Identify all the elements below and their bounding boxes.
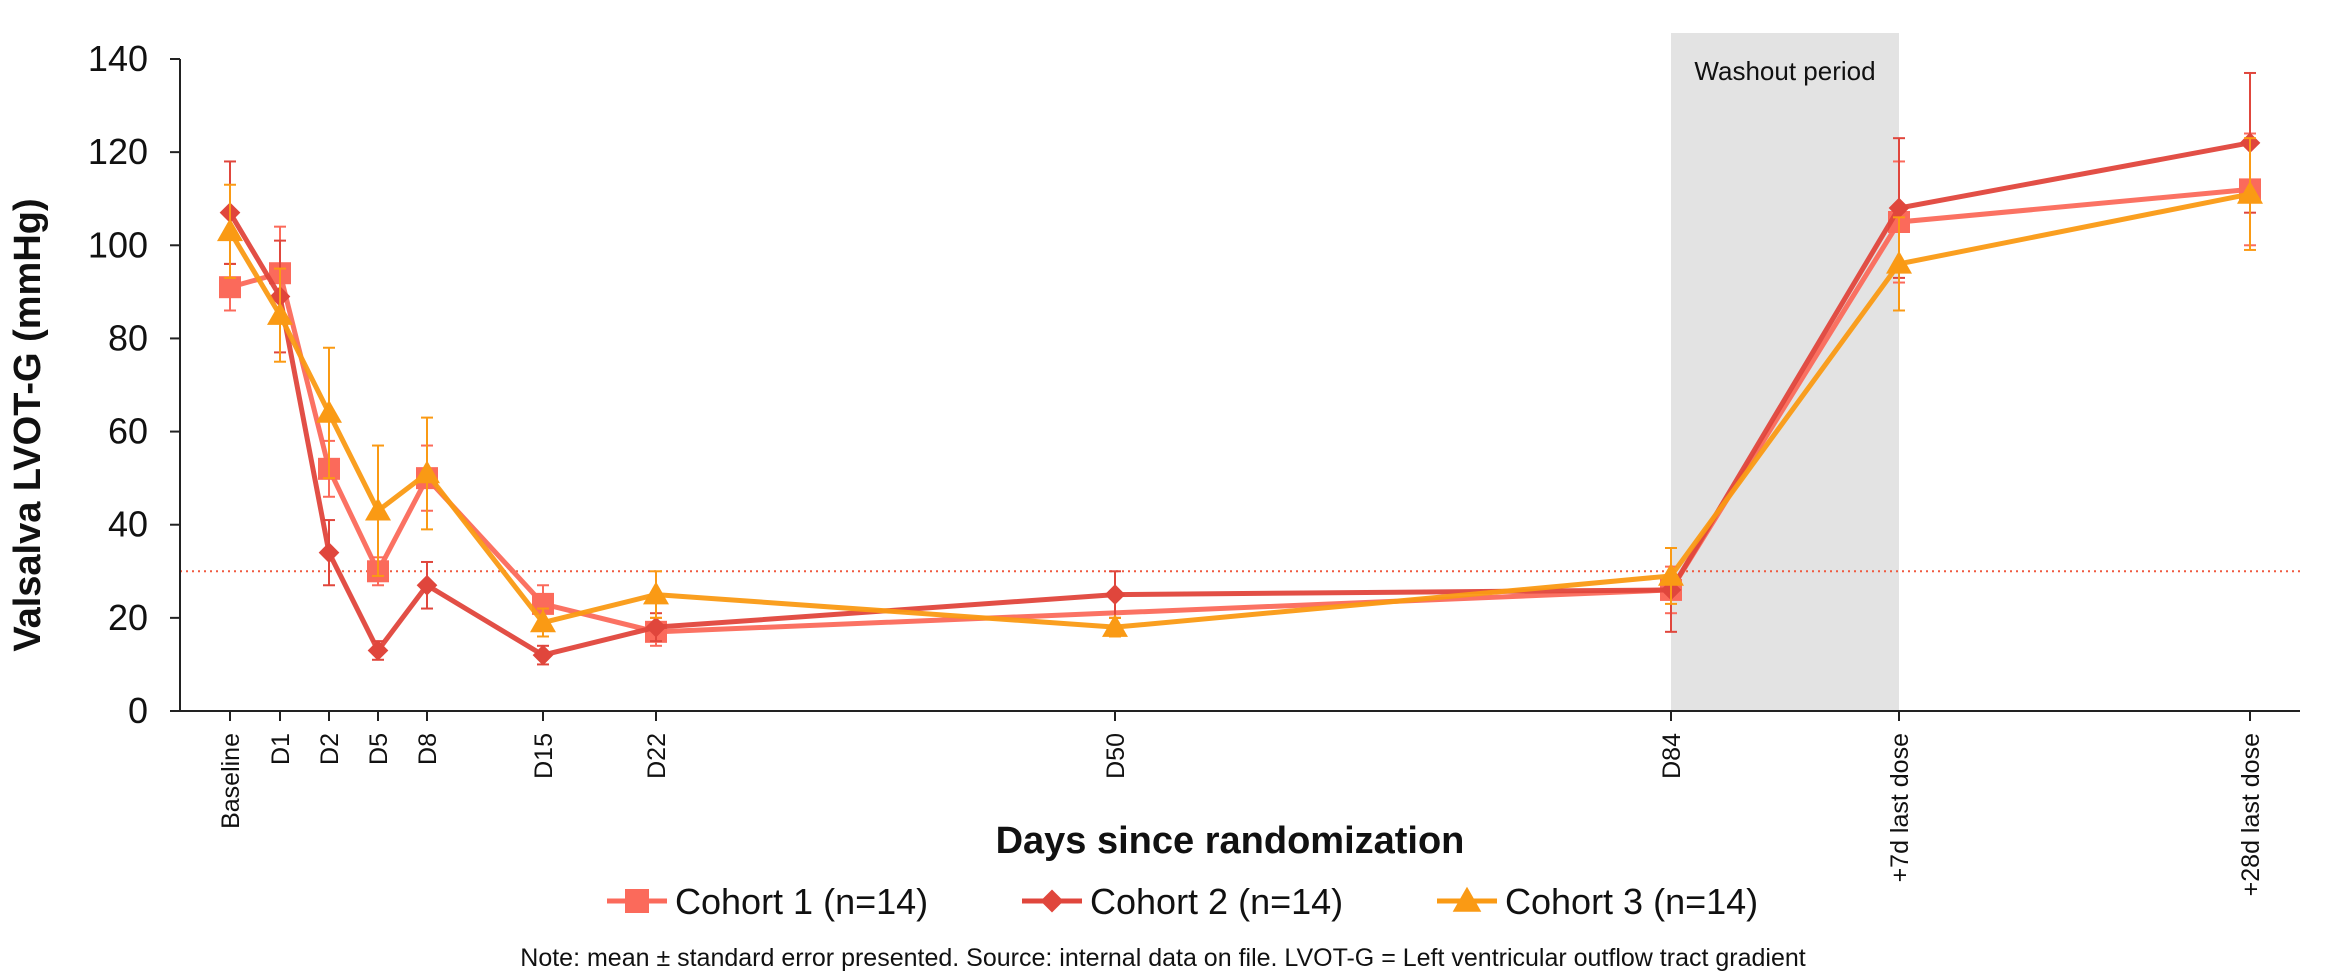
- x-tick-label: D2: [316, 733, 344, 765]
- data-point: [316, 399, 342, 423]
- x-tick-label: D50: [1102, 733, 1130, 779]
- legend: Cohort 1 (n=14) Cohort 2 (n=14) Cohort 3 (…: [607, 881, 1758, 922]
- data-point: [414, 460, 440, 484]
- series-3: [217, 137, 2263, 638]
- y-tick-label: 60: [108, 411, 148, 452]
- legend-item: Cohort 2 (n=14): [1022, 881, 1343, 922]
- y-tick-label: 20: [108, 597, 148, 638]
- y-tick-label: 0: [128, 690, 148, 731]
- x-axis-title: Days since randomization: [996, 820, 1465, 862]
- washout-label: Washout period: [1694, 56, 1875, 86]
- data-point: [1658, 562, 1684, 586]
- y-tick-label: 140: [88, 38, 148, 79]
- y-tick-label: 120: [88, 131, 148, 172]
- series-group: [217, 71, 2263, 666]
- chart-footnote: Note: mean ± standard error presented. S…: [520, 944, 1806, 972]
- data-point: [530, 609, 556, 633]
- axes: 0 20 40 60 80 100 120 140 Baseline D1 D2 D5 D8 D15 D22…: [88, 38, 2300, 896]
- washout-shading: [1671, 33, 1899, 711]
- data-point: [2237, 181, 2263, 204]
- legend-label: Cohort 3 (n=14): [1505, 881, 1758, 922]
- legend-item: Cohort 1 (n=14): [607, 881, 928, 922]
- data-point: [1104, 584, 1126, 605]
- x-tick-label: Baseline: [217, 733, 245, 829]
- data-point: [267, 302, 293, 325]
- x-tick-label: D1: [267, 733, 295, 765]
- series-1: [219, 132, 2261, 647]
- x-tick-label: D15: [530, 733, 558, 779]
- data-point: [532, 644, 554, 666]
- series-line: [227, 191, 2251, 630]
- x-tick-label: +28d last dose: [2237, 733, 2265, 896]
- x-tick-label: D22: [643, 733, 671, 779]
- data-point: [1888, 197, 1910, 219]
- data-point: [1040, 889, 1064, 913]
- data-point: [1886, 250, 1912, 274]
- x-tick-label: D5: [365, 733, 393, 765]
- data-point: [367, 640, 389, 661]
- x-tick-label: D8: [414, 733, 442, 765]
- legend-item: Cohort 3 (n=14): [1437, 881, 1758, 922]
- data-point: [318, 542, 340, 564]
- data-point: [217, 218, 243, 242]
- y-tick-label: 80: [108, 317, 148, 358]
- y-axis-title: Valsalva LVOT-G (mmHg): [7, 198, 49, 651]
- x-tick-label: +7d last dose: [1886, 733, 1914, 882]
- data-point: [625, 889, 649, 913]
- data-point: [1452, 886, 1482, 912]
- x-tick-label: D84: [1658, 733, 1686, 779]
- legend-label: Cohort 1 (n=14): [675, 881, 928, 922]
- data-point: [645, 616, 667, 638]
- y-tick-label: 40: [108, 504, 148, 545]
- y-tick-label: 100: [88, 224, 148, 265]
- washout-region: Washout period: [1671, 33, 1899, 711]
- data-point: [643, 581, 669, 605]
- data-point: [416, 574, 438, 596]
- data-point: [1102, 614, 1128, 637]
- series-line: [229, 186, 2251, 635]
- series-2: [219, 71, 2261, 666]
- data-point: [219, 276, 241, 299]
- data-point: [365, 497, 391, 521]
- legend-label: Cohort 2 (n=14): [1090, 881, 1343, 922]
